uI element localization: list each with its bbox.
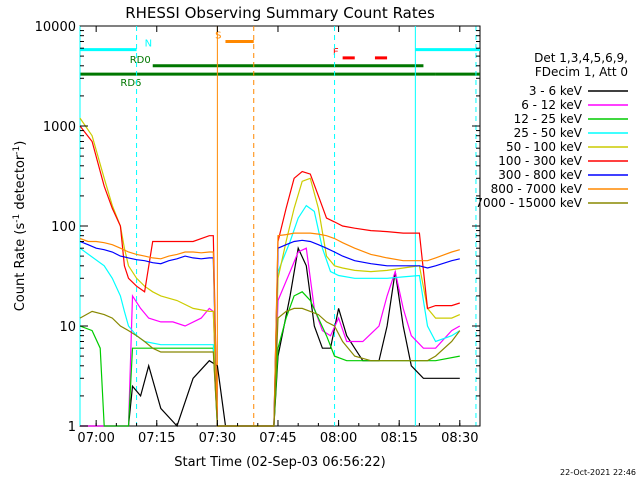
series-line xyxy=(79,204,461,427)
y-tick-label: 10000 xyxy=(35,20,76,35)
y-axis-label-part: ) xyxy=(13,141,28,146)
y-axis-label: Count Rate (s-1 detector-1) xyxy=(12,141,28,312)
y-tick-label: 100 xyxy=(51,220,76,235)
chart-title: RHESSI Observing Summary Count Rates xyxy=(125,4,435,22)
series-lines xyxy=(79,117,461,428)
band-label: RD0 xyxy=(130,55,151,66)
y-axis-label-part: Count Rate (s xyxy=(13,223,28,312)
x-axis-label: Start Time (02-Sep-03 06:56:22) xyxy=(174,455,385,470)
y-tick-label: 1 xyxy=(68,420,76,435)
legend-entry-label: 100 - 300 keV xyxy=(498,154,582,168)
series-line xyxy=(79,117,461,427)
time-markers xyxy=(79,26,477,426)
series-line xyxy=(79,307,461,427)
legend-entry-label: 50 - 100 keV xyxy=(506,140,583,154)
band-label: N xyxy=(145,39,152,50)
x-tick-label: 08:15 xyxy=(380,431,417,446)
y-axis-label-sup: -1 xyxy=(12,214,22,223)
band-label: S xyxy=(215,30,221,41)
legend-entry-label: 300 - 800 keV xyxy=(498,168,582,182)
y-tick-label: 10 xyxy=(59,320,76,335)
legend-entry-label: 7000 - 15000 keV xyxy=(475,196,582,210)
x-tick-label: 07:45 xyxy=(259,431,296,446)
legend-header: Det 1,3,4,5,6,9, xyxy=(534,51,628,65)
legend-entry-label: 12 - 25 keV xyxy=(514,112,583,126)
y-axis: 1 10 100 1000 10000 xyxy=(35,20,480,435)
x-tick-label: 08:30 xyxy=(441,431,478,446)
footer-timestamp: 22-Oct-2021 22:46 xyxy=(560,468,636,477)
x-tick-label: 08:00 xyxy=(320,431,357,446)
y-axis-label-part: detector xyxy=(13,154,28,214)
legend-entry-label: 3 - 6 keV xyxy=(529,84,583,98)
y-axis-label-sup: -1 xyxy=(12,146,22,155)
x-axis: 07:00 07:15 07:30 07:45 08:00 08:15 08:30 xyxy=(77,26,481,446)
x-tick-label: 07:15 xyxy=(138,431,175,446)
x-tick-label: 07:00 xyxy=(77,431,114,446)
y-tick-label: 1000 xyxy=(43,120,76,135)
legend-entry-label: 6 - 12 keV xyxy=(521,98,583,112)
band-label: F xyxy=(333,47,339,58)
legend-header: FDecim 1, Att 0 xyxy=(535,65,628,79)
series-line xyxy=(80,247,461,427)
x-tick-label: 07:30 xyxy=(199,431,236,446)
legend-entry-label: 800 - 7000 keV xyxy=(491,182,583,196)
legend: Det 1,3,4,5,6,9, FDecim 1, Att 0 3 - 6 k… xyxy=(475,51,628,210)
band-label: RD6 xyxy=(120,78,141,89)
observing-bands: N S F RD0 RD6 xyxy=(80,30,480,89)
legend-entry-label: 25 - 50 keV xyxy=(514,126,583,140)
